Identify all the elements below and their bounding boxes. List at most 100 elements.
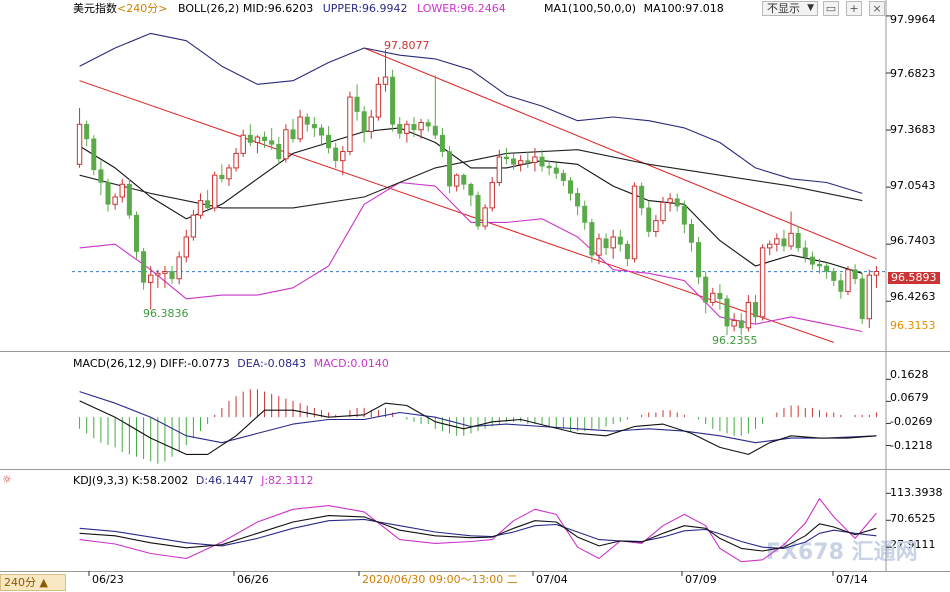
instrument-title: 美元指数<240分> (73, 2, 167, 16)
candle-body (76, 123, 83, 165)
candle-body (873, 270, 880, 276)
instrument-name: 美元指数 (73, 2, 117, 15)
boll-legend: BOLL(26,2) MID:96.6203 UPPER:96.9942 LOW… (178, 2, 506, 16)
kdj-d-value: D:46.1447 (195, 474, 254, 487)
macd-diff-value: DIFF:-0.0773 (160, 357, 230, 370)
candle-body (639, 185, 645, 209)
candle-body (84, 124, 90, 140)
candle-body (411, 124, 417, 131)
candle-body (681, 205, 687, 225)
candle-body (503, 156, 509, 160)
boll-label: BOLL(26,2) (178, 2, 240, 15)
candle-body (838, 280, 844, 292)
candle-body (176, 256, 182, 280)
boll-upper-value: UPPER:96.9942 (322, 2, 408, 15)
candle-body (774, 238, 780, 245)
candle-body (112, 196, 118, 205)
macd-tick: -0.1218 (890, 439, 933, 452)
gear-icon[interactable]: ☼ (2, 473, 12, 486)
candle-body (582, 205, 588, 223)
candle-body (318, 127, 324, 136)
candle-body (767, 243, 773, 249)
candle-body (624, 243, 630, 260)
hide-indicator-dropdown[interactable]: 不显示 ▼ (762, 1, 818, 16)
candle-body (738, 320, 744, 329)
candle-body (91, 138, 97, 171)
candle-body (560, 173, 566, 181)
candle-body (226, 167, 232, 180)
candle-body (646, 207, 652, 232)
candle-body (105, 182, 111, 205)
price-tick: 96.4263 (890, 290, 936, 303)
date-tick: 07/04 (536, 573, 568, 586)
close-icon: × (872, 2, 882, 15)
candle-body (390, 76, 396, 125)
boll-upper-line (79, 32, 863, 194)
candle-body (667, 198, 673, 203)
candle-body (824, 265, 830, 272)
candle-body (368, 116, 374, 133)
candle-body (710, 292, 716, 303)
candle-body (596, 238, 602, 256)
kdj-tick: 27.9111 (890, 538, 936, 551)
candle-body (489, 181, 495, 209)
window-restore-button[interactable]: ▭ (823, 1, 839, 16)
add-indicator-button[interactable]: + (846, 1, 862, 16)
crosshair-date: 2020/06/30 09:00～13:00 二 (362, 573, 518, 586)
close-panel-button[interactable]: × (869, 1, 885, 16)
candle-body (759, 247, 766, 318)
candle-body (233, 152, 239, 169)
candle-body (795, 233, 801, 249)
macd-hist-value: MACD:0.0140 (313, 357, 389, 370)
candle-body (347, 96, 353, 153)
kdj-k-line (79, 515, 877, 552)
candle-body (724, 298, 730, 327)
candle-body (660, 201, 666, 222)
period-selector[interactable]: 240分 ▲ (0, 574, 66, 591)
period-tag: <240分> (117, 2, 168, 15)
candle-body (788, 232, 794, 247)
candle-body (404, 123, 410, 134)
candle-body (326, 134, 332, 149)
current-price-tag: 96.5893 (888, 272, 940, 284)
macd-tick: -0.0269 (890, 415, 933, 428)
macd-legend: MACD(26,12,9) DIFF:-0.0773 DEA:-0.0843 M… (73, 357, 389, 371)
low-annotation-first: 96.3836 (143, 307, 189, 320)
price-tick: 97.9964 (890, 13, 936, 26)
candle-body (717, 293, 723, 300)
trend-line (79, 80, 834, 343)
candle-body (219, 174, 225, 180)
candle-body (809, 256, 815, 265)
chevron-down-icon: ▼ (807, 3, 814, 13)
candle-body (162, 270, 168, 274)
plus-icon: + (849, 2, 859, 15)
candle-body (240, 134, 246, 154)
candle-body (532, 156, 538, 163)
candle-body (126, 183, 132, 216)
boll-mid-value: MID:96.6203 (242, 2, 314, 15)
candle-body (617, 236, 623, 245)
candle-body (311, 124, 317, 129)
restore-icon: ▭ (825, 2, 837, 15)
candle-body (133, 214, 139, 252)
kdj-label: KDJ(9,3,3) (73, 474, 129, 487)
candle-body (631, 185, 638, 260)
candle-body (845, 269, 851, 292)
candle-body (212, 174, 218, 209)
watermark: FX678 汇通网 (766, 540, 918, 565)
candle-body (653, 220, 659, 233)
candle-body (340, 151, 346, 162)
candle-body (148, 274, 154, 283)
kdj-j-value: J:82.3112 (261, 474, 314, 487)
candle-body (553, 167, 559, 174)
candle-body (297, 116, 303, 140)
high-annotation: 97.8077 (384, 39, 430, 52)
candle-body (539, 156, 545, 167)
candle-body (361, 111, 367, 132)
kdj-legend: KDJ(9,3,3) K:58.2002 D:46.1447 J:82.3112 (73, 474, 314, 488)
boll-mid-line (79, 127, 863, 274)
candle-body (169, 271, 175, 280)
boll-lower-line (79, 181, 863, 333)
candle-body (382, 76, 389, 85)
